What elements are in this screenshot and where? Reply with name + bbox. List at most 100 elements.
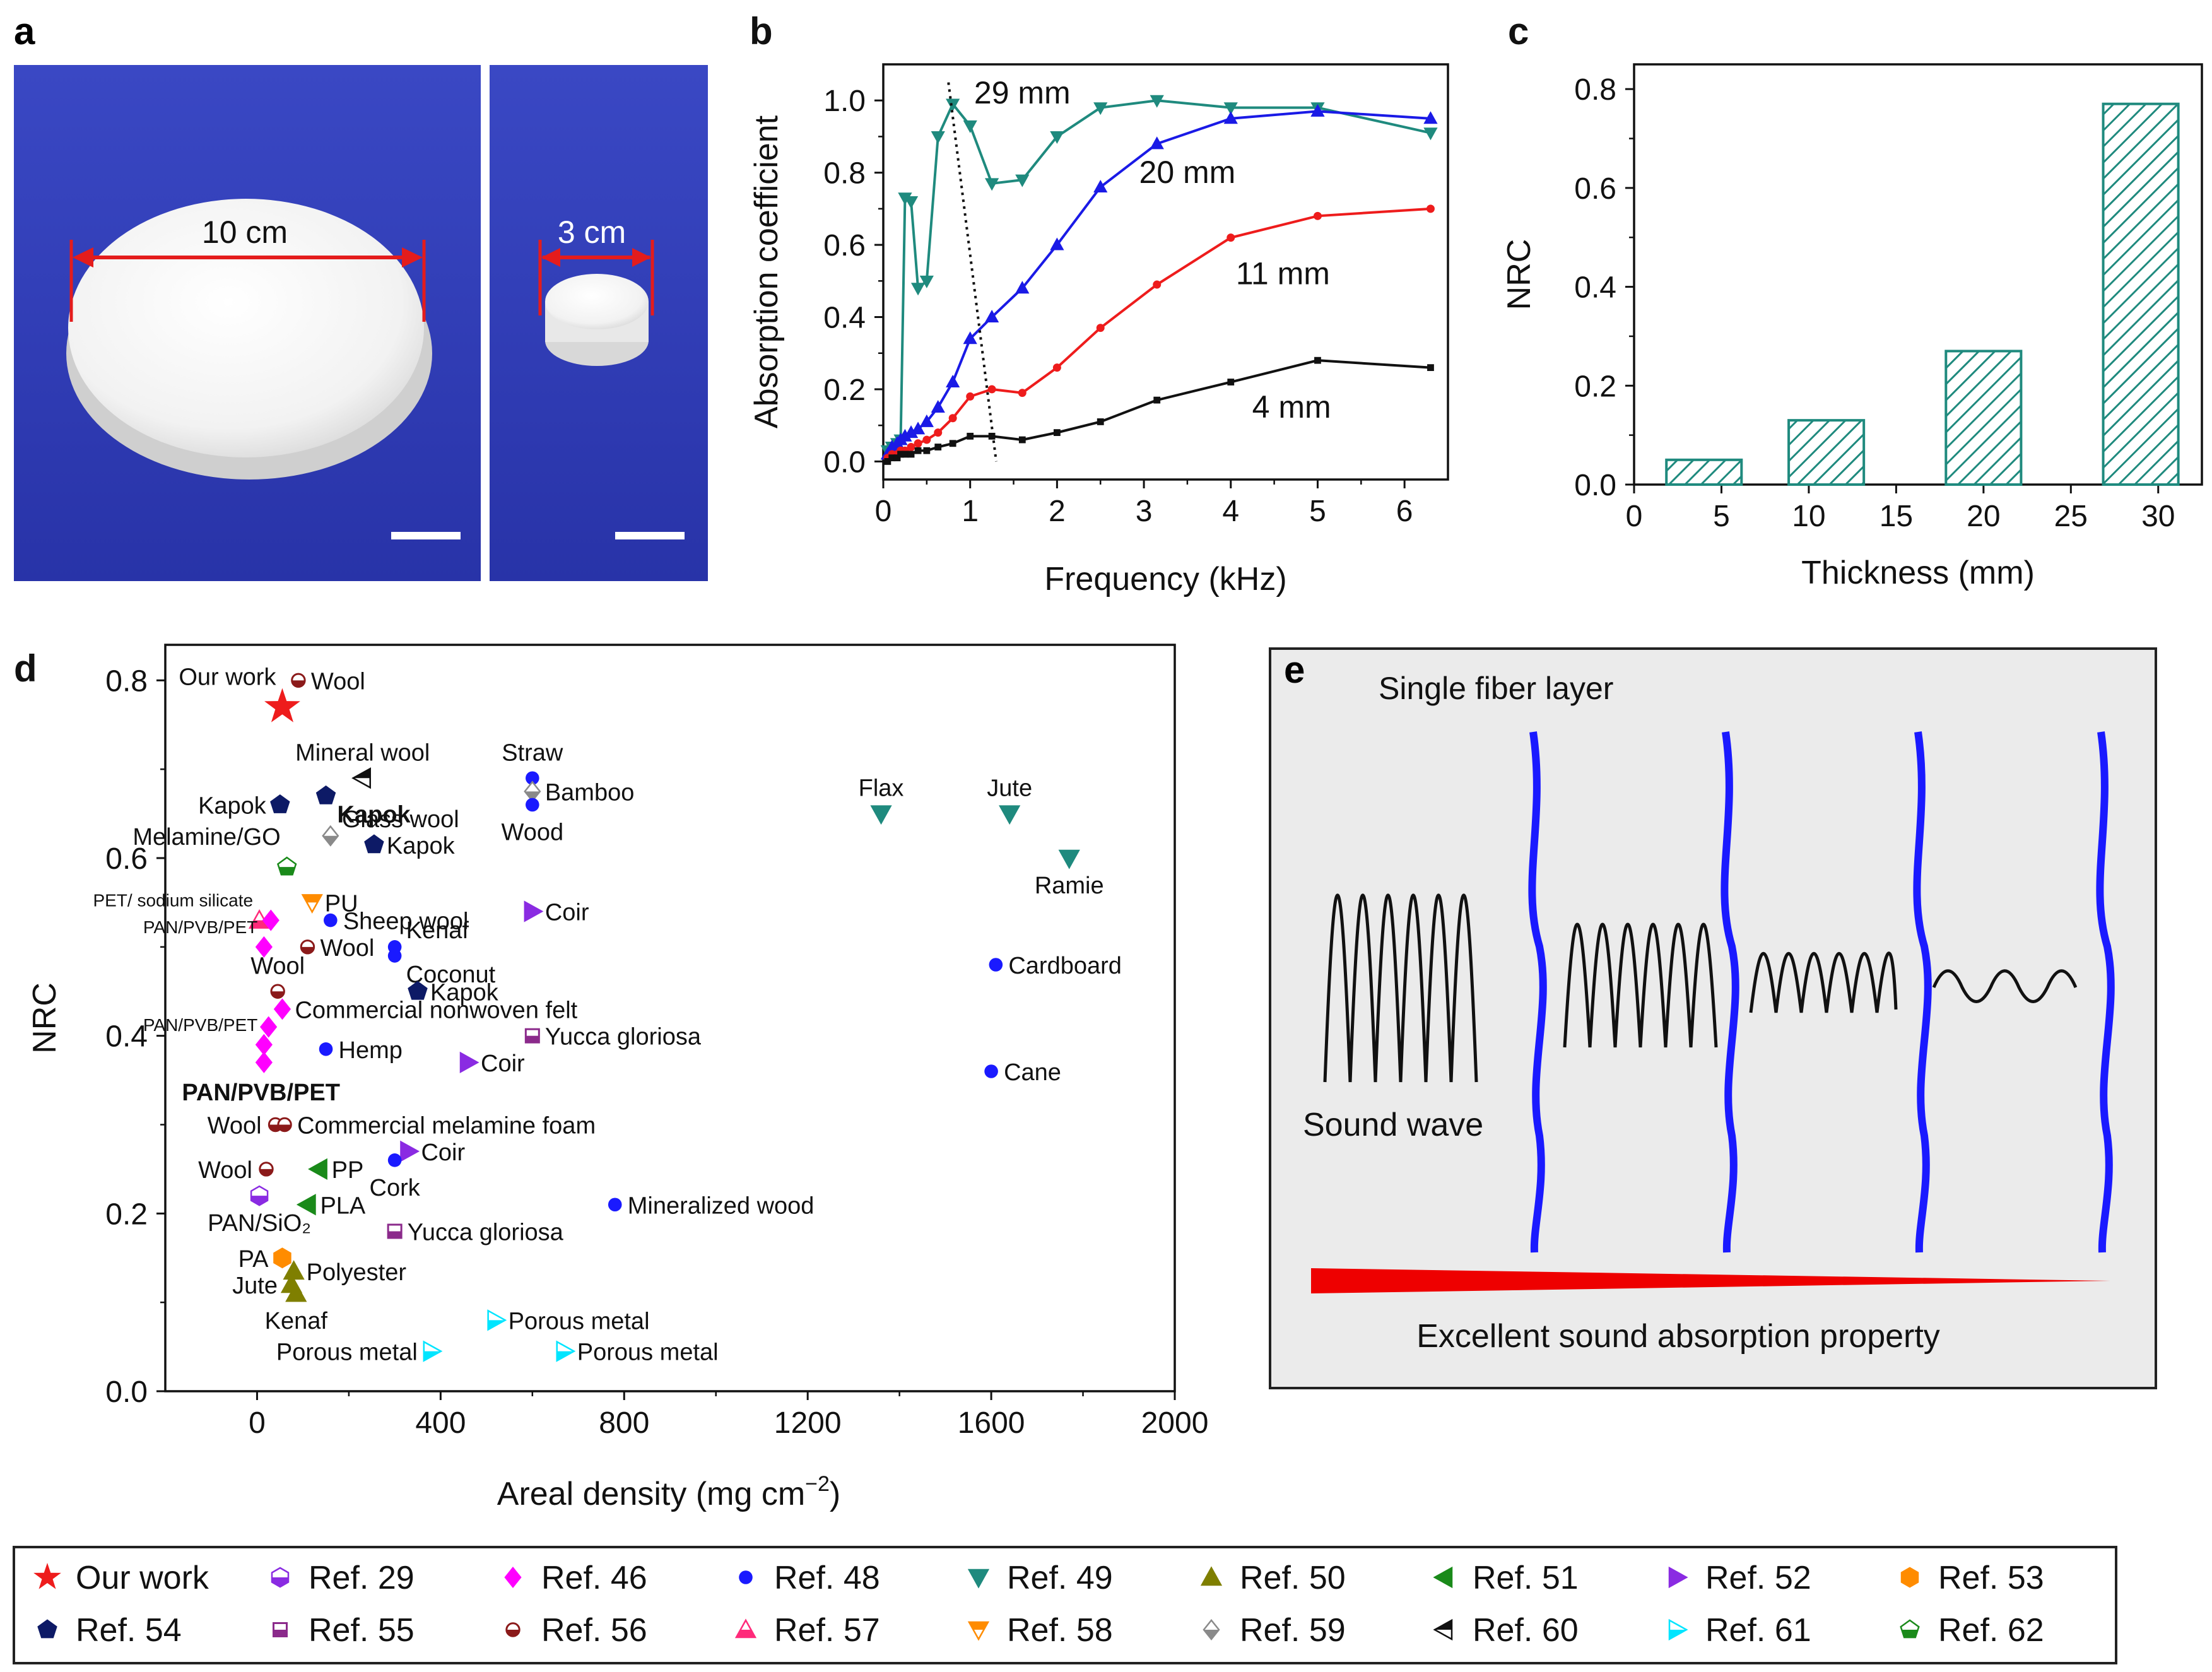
- series-4mm: [884, 356, 1434, 465]
- series-4mm-point: [1153, 396, 1161, 404]
- y-tick-label: 0.0: [105, 1375, 148, 1409]
- series-20mm-point: [1015, 281, 1030, 294]
- fiber-layer-1: [1528, 731, 1547, 1253]
- series-4mm-point-shape: [907, 450, 915, 458]
- series-11mm-point-shape: [1052, 363, 1061, 372]
- scatter-point-40-fill: [251, 1196, 268, 1206]
- scatter-point-4-shape: [315, 785, 336, 804]
- series-4mm-point: [902, 450, 909, 458]
- scatter-point-41: [296, 1194, 316, 1216]
- arrowhead-left-icon: [73, 247, 93, 268]
- panel-d-label: d: [14, 647, 37, 690]
- scatter-label-10: Flax: [859, 775, 904, 802]
- series-4mm-point-shape: [1097, 418, 1104, 425]
- scatter-point-0-shape: [264, 688, 300, 722]
- scatter-label-20: Wool: [320, 935, 374, 962]
- scatter-label-16: PU: [325, 890, 358, 917]
- series-20mm-point: [919, 414, 934, 427]
- scatter-point-26: [273, 998, 291, 1020]
- scatter-label-0: Our work: [179, 664, 276, 691]
- scatter-point-31: [459, 1051, 479, 1074]
- series-11mm-point: [1052, 363, 1061, 372]
- series-4mm-point: [893, 454, 901, 462]
- scatter-point-6-shape: [364, 834, 384, 854]
- scatter-label-24: Wool: [250, 953, 305, 979]
- y-tick-label: 0.8: [1574, 73, 1616, 107]
- panel-e: e Single fiber layer Sound wave Excellen…: [1269, 647, 2157, 1389]
- legend-label-15: Ref. 60: [1473, 1612, 1579, 1649]
- y-tick-label: 0.4: [823, 302, 866, 335]
- legend-label-12: Ref. 57: [774, 1612, 880, 1649]
- x-tick-label: 4: [1222, 495, 1239, 528]
- x-tick-label: 30: [2141, 500, 2175, 533]
- series-4mm-point: [923, 447, 931, 454]
- series-4mm-point: [1018, 436, 1026, 444]
- series-11mm-point: [914, 439, 922, 448]
- y-tick-label: 1.0: [823, 85, 866, 118]
- series-20mm-point-shape: [1050, 237, 1064, 250]
- scatter-point-24: [270, 984, 285, 999]
- scatter-point-28-fill: [526, 1035, 539, 1043]
- scatter-label-48: Porous metal: [509, 1308, 650, 1334]
- scatter-point-49-fill: [423, 1351, 441, 1361]
- scatter-label-17: Sheep wool: [343, 909, 469, 935]
- series-4mm-point-shape: [902, 450, 909, 458]
- series-29mm-point-shape: [963, 120, 977, 133]
- series-4mm-point: [907, 450, 915, 458]
- series-20mm-point: [946, 374, 960, 387]
- panel-e-footer: Excellent sound absorption property: [1416, 1318, 1940, 1355]
- series-20mm-point: [931, 399, 945, 413]
- scatter-point-2-fill: [353, 768, 370, 779]
- scatter-point-47-shape: [285, 1282, 307, 1302]
- legend-marker-9-shape: [37, 1619, 57, 1639]
- legend-marker-13-fill: [969, 1622, 988, 1630]
- legend-marker-1-fill: [271, 1577, 289, 1587]
- scatter-point-27-shape: [260, 1016, 278, 1038]
- series-20mm-point: [984, 309, 999, 322]
- legend-marker-4-shape: [967, 1569, 990, 1589]
- scatter-point-9-shape: [526, 798, 539, 812]
- series-4mm-point-shape: [1153, 396, 1161, 404]
- bar-4mm: [1665, 458, 1743, 486]
- x-tick-label: 2: [1049, 495, 1066, 528]
- series-20mm-point-shape: [1015, 281, 1030, 294]
- legend-marker-15-fill: [1435, 1620, 1452, 1630]
- series-20mm-point-shape: [919, 414, 934, 427]
- series-29mm-point: [1093, 102, 1108, 115]
- series-11mm-point-shape: [914, 439, 922, 448]
- scatter-point-12: [1058, 849, 1080, 869]
- x-tick-label: 15: [1880, 500, 1913, 533]
- series-4mm-point: [914, 447, 922, 454]
- legend-marker-14-fill: [1204, 1630, 1219, 1639]
- series-4mm-point-shape: [967, 432, 974, 440]
- scatter-label-41: PLA: [320, 1192, 365, 1219]
- scatter-point-35: [277, 1117, 292, 1133]
- arrowhead-3cm-right-icon: [632, 248, 651, 267]
- series-4mm-line: [886, 359, 1431, 462]
- legend-marker-13: [967, 1621, 990, 1641]
- legend-marker-6: [1433, 1566, 1453, 1589]
- scatter-label-32: PAN/PVB/PET: [182, 1080, 340, 1106]
- x-tick-label: 0: [1626, 500, 1643, 533]
- scatter-label-38: PP: [332, 1157, 364, 1184]
- series-11mm-point: [1018, 389, 1027, 397]
- series-20mm: [880, 103, 1438, 460]
- scatter-point-29: [319, 1042, 333, 1056]
- x-tick-label: 2000: [1141, 1406, 1209, 1440]
- series-11mm: [883, 204, 1435, 462]
- scatter-label-28: Yucca gloriosa: [545, 1024, 702, 1051]
- series-20mm-point: [1050, 237, 1064, 250]
- y-tick-label: 0.6: [105, 842, 148, 876]
- bar-11mm: [1787, 419, 1866, 486]
- series-11mm-point: [1153, 280, 1162, 289]
- scatter-point-5-fill: [322, 835, 338, 845]
- legend-label-8: Ref. 53: [1938, 1560, 2044, 1596]
- legend-marker-2-shape: [504, 1566, 522, 1589]
- scatter-point-22: [387, 949, 402, 963]
- scatter-label-1: Wool: [311, 668, 365, 695]
- scatter-label-37: Wool: [198, 1157, 252, 1184]
- series-11mm-point-shape: [1426, 204, 1435, 213]
- scatter-point-20-fill: [301, 946, 314, 954]
- scatter-point-17-shape: [324, 913, 338, 927]
